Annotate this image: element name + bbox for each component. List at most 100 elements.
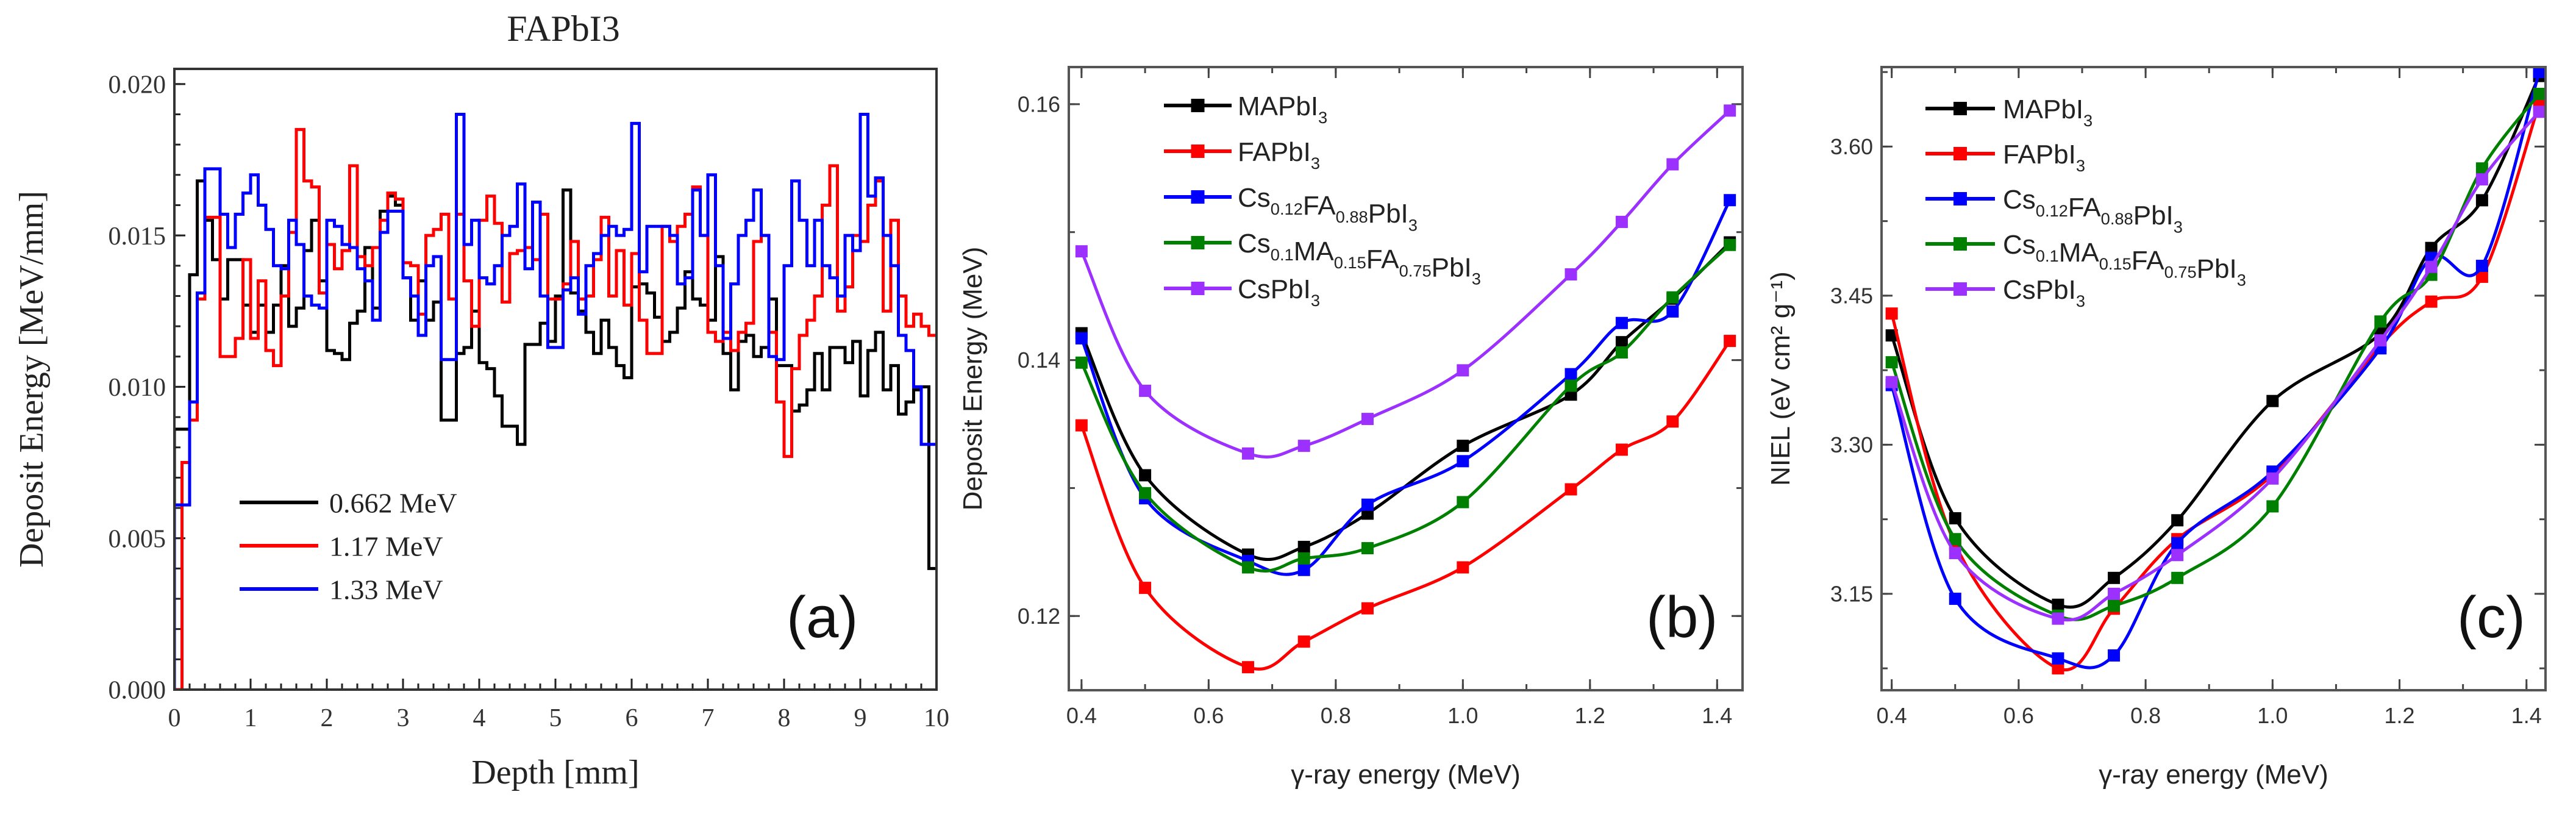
data-point-marker [2533,88,2546,101]
plot-frame [1880,66,2547,691]
y-tick-label: 0.12 [1018,604,1060,629]
x-tick-label: 0.4 [1066,703,1097,728]
x-tick-label: 8 [778,704,791,732]
legend-entry-label: 1.17 MeV [329,531,443,562]
legend-entry-label: Cs0.1MA0.15FA0.75PbI3 [2003,230,2246,290]
data-point-marker [2171,549,2184,562]
data-point-marker [1241,447,1254,460]
data-point-marker [2475,173,2488,186]
legend-marker [1953,147,1967,160]
y-tick-label: 3.60 [1830,134,1873,159]
data-point-marker [1457,496,1469,509]
legend: 0.662 MeV 1.17 MeV 1.33 MeV [240,488,457,605]
data-point-marker [1139,582,1152,594]
x-tick-label: 7 [702,704,715,732]
y-tick-label: 0.020 [109,71,166,99]
series-line [1080,109,1731,459]
y-axis-label: Deposit Energy (MeV) [958,247,988,511]
x-tick-label: 9 [854,704,867,732]
x-tick-label: 1.0 [1447,703,1478,728]
x-tick-label: 0.8 [2130,703,2161,728]
legend-entry-label: CsPbI3 [1238,274,1320,310]
data-point-marker [1361,498,1374,511]
axes: 0 1 2 3 4 5 6 7 8 9 10 0.000 0.005 0.010 0.015 0.020 [109,71,950,732]
data-point-marker [1565,268,1577,280]
data-point-marker [2425,295,2438,308]
y-tick-label: 3.15 [1830,581,1873,606]
data-point-marker [1075,245,1088,258]
x-tick-label: 6 [626,704,638,732]
x-tick-label: 0.4 [1877,703,1907,728]
legend-entry-label: MAPbI3 [1238,91,1327,127]
legend-marker [1191,190,1205,204]
y-tick-label: 0.015 [109,223,166,251]
legend: MAPbI3 FAPbI3 Cs0.12FA0.88PbI3Cs0.1MA0.15F… [1164,91,1481,310]
data-point-marker [2425,241,2438,254]
data-point-marker [1949,593,1961,605]
x-tick-label: 1.4 [1702,703,1732,728]
data-point-marker [2171,537,2184,549]
data-point-marker [2052,598,2064,611]
series-line [1890,110,2541,622]
data-point-marker [1615,346,1628,359]
panel-c-niel-vs-gamma-energy: 0.4 0.6 0.8 1.0 1.2 1.4 3.15 3.30 3.45 3.60 γ-ray … [1766,66,2547,790]
data-point-marker [1457,440,1469,452]
data-point-marker [2108,571,2121,584]
data-point-marker [1361,413,1374,426]
data-point-marker [2425,260,2438,273]
legend: MAPbI3 FAPbI3 Cs0.12FA0.88PbI3Cs0.1MA0.15F… [1925,95,2246,310]
y-tick-label: 0.010 [109,374,166,402]
axes: 0.4 0.6 0.8 1.0 1.2 1.4 3.15 3.30 3.45 3.60 [1830,67,2546,728]
data-point-marker [1615,215,1628,228]
x-tick-label: 2 [321,704,334,732]
data-point-marker [2266,500,2279,513]
series-group [1885,67,2546,675]
data-point-marker [2171,571,2184,584]
series-step-line [174,127,937,690]
legend-marker [1191,99,1205,112]
x-tick-label: 10 [924,704,949,732]
legend-marker [1953,192,1967,205]
axes: 0.4 0.6 0.8 1.0 1.2 1.4 0.12 0.14 0.16 [1018,67,1743,728]
data-point-marker [1241,661,1254,674]
data-point-marker [1724,104,1736,117]
panel-label: (c) [2457,585,2525,650]
data-point-marker [1885,356,1898,369]
legend-entry-label: Cs0.1MA0.15FA0.75PbI3 [1238,229,1481,288]
data-point-marker [1139,469,1152,482]
data-point-marker [1885,329,1898,342]
series-step-line [174,179,937,690]
x-tick-label: 3 [397,704,410,732]
y-axis-label: Deposit Energy [MeV/mm] [13,191,51,568]
data-point-marker [2108,587,2121,600]
data-point-marker [2052,652,2064,665]
data-point-marker [2374,334,2387,347]
panel-label: (b) [1646,585,1718,650]
y-axis-label: NIEL (eV cm² g⁻¹) [1766,271,1796,486]
series-line [1890,93,2541,621]
data-point-marker [1885,307,1898,320]
data-point-marker [1241,561,1254,574]
data-point-marker [1666,158,1679,171]
data-point-marker [2108,649,2121,662]
data-point-marker [1949,547,1961,560]
x-tick-label: 1.4 [2511,703,2542,728]
data-point-marker [1297,540,1310,553]
series-group [174,112,937,690]
y-tick-label: 0.14 [1018,348,1060,373]
data-point-marker [1297,563,1310,576]
data-point-marker [1666,305,1679,318]
legend-entry-label: MAPbI3 [2003,95,2093,130]
data-point-marker [2374,315,2387,328]
data-point-marker [2475,194,2488,207]
data-point-marker [2052,662,2064,675]
data-point-marker [2475,162,2488,175]
data-point-marker [2052,612,2064,625]
series-line [1080,199,1732,576]
data-point-marker [1565,483,1577,496]
data-point-marker [2266,472,2279,485]
legend-entry-label: FAPbI3 [1238,137,1320,173]
data-point-marker [1297,440,1310,452]
data-point-marker [1139,487,1152,499]
legend-entry-label: 1.33 MeV [329,574,443,605]
